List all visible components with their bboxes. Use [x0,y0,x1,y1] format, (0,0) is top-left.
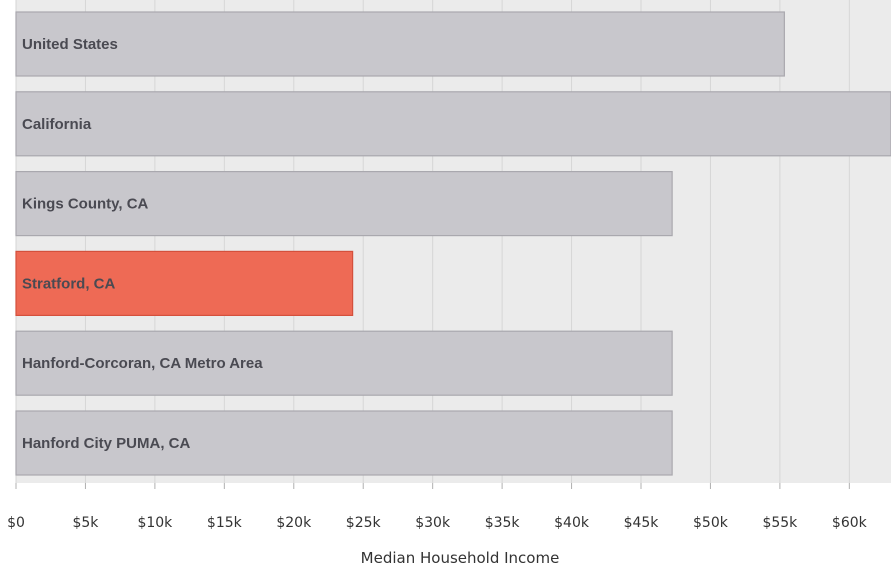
bar-label: United States [22,36,118,53]
x-axis-title: Median Household Income [361,549,560,567]
bar-hanford-corcoran-ca-metro-area [15,330,673,396]
x-tick-label: $5k [72,515,99,531]
bar-label: Stratford, CA [22,275,116,292]
bar-label: Kings County, CA [22,196,149,213]
plot-background [16,0,891,483]
x-tick-label: $35k [485,515,521,531]
bar-label: Hanford-Corcoran, CA Metro Area [22,355,263,372]
bar-stratford-ca [15,250,354,316]
x-tick-label: $25k [346,515,382,531]
bar-united-states [15,11,785,77]
x-tick-label: $55k [762,515,798,531]
x-tick-label: $0 [7,515,25,531]
bar-label: California [22,116,92,133]
x-tick-label: $20k [276,515,312,531]
x-tick-label: $15k [207,515,243,531]
bar-kings-county-ca [15,171,673,237]
bar-california [15,91,891,157]
x-tick-label: $40k [554,515,590,531]
x-tick-label: $60k [832,515,868,531]
x-tick-label: $45k [624,515,660,531]
x-tick-label: $50k [693,515,729,531]
bar-hanford-city-puma-ca [15,410,673,476]
x-tick-label: $30k [415,515,451,531]
x-tick-label: $10k [137,515,173,531]
bar-label: Hanford City PUMA, CA [22,435,191,452]
